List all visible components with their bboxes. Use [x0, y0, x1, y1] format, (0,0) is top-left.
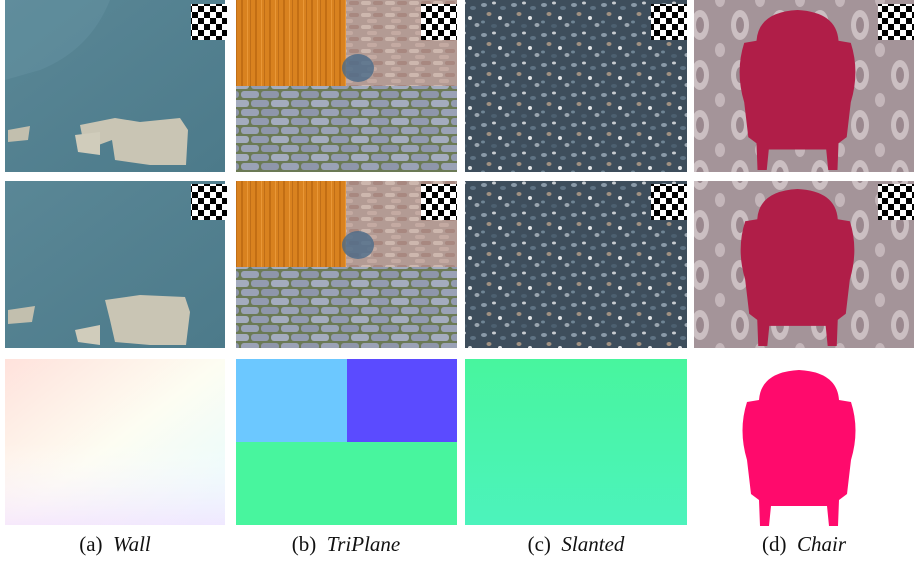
caption-label: (b): [292, 532, 317, 556]
caption: (b) TriPlane: [236, 532, 456, 557]
figure-images: [0, 0, 914, 563]
caption: (c) Slanted: [466, 532, 686, 557]
caption: (a) Wall: [5, 532, 225, 557]
triplane-normal-map: [236, 359, 457, 525]
caption-name: Chair: [797, 532, 846, 556]
caption-label: (c): [528, 532, 551, 556]
caption-name: TriPlane: [327, 532, 401, 556]
caption-name: Slanted: [561, 532, 624, 556]
caption-name: Wall: [113, 532, 151, 556]
caption-label: (a): [79, 532, 102, 556]
slanted-normal-map: [465, 359, 687, 525]
caption-label: (d): [762, 532, 787, 556]
figure: (a) Wall (b) TriPlane (c) Slanted (d) Ch…: [0, 0, 914, 563]
caption: (d) Chair: [694, 532, 914, 557]
chair-normal-map: [743, 370, 856, 526]
wall-normal-map: [5, 359, 225, 525]
